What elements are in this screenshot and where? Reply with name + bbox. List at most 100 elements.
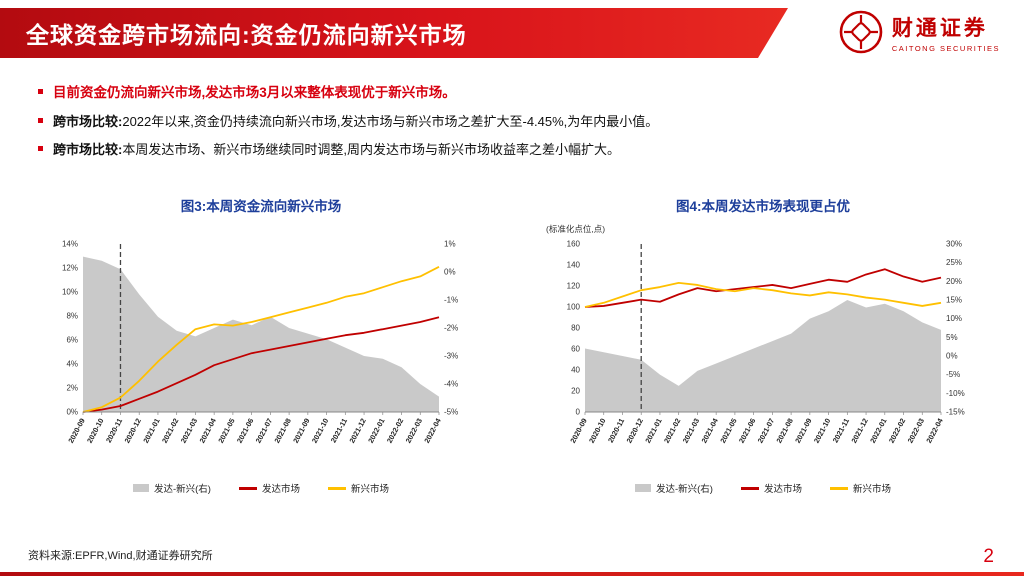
x-axis-label: 2021-02	[160, 417, 181, 445]
right-axis-tick: -1%	[444, 296, 458, 305]
x-axis-label: 2022-04	[422, 416, 443, 445]
right-axis-tick: 25%	[946, 258, 962, 267]
legend-swatch	[328, 486, 346, 490]
legend-label: 发达-新兴(右)	[655, 484, 713, 496]
bullet-icon	[38, 89, 43, 94]
x-axis-label: 2021-09	[291, 417, 312, 445]
chart-svg: 0% 2% 4% 6% 8% 10% 12% 14% -5% -4% -3% -2% -1% 0% 1% 20…	[62, 240, 458, 445]
line-series	[82, 316, 440, 414]
figure3-block: 图3:本周资金流向新兴市场 0% 2% 4% 6% 8% 10% 12% 14% -5% -4% -…	[28, 195, 494, 495]
area-series	[83, 256, 439, 413]
x-axis-label: 2021-05	[216, 417, 237, 445]
x-axis-label: 2021-01	[141, 417, 162, 445]
x-axis-label: 2020-12	[624, 417, 645, 445]
x-axis-label: 2022-01	[868, 417, 889, 445]
left-axis-tick: 2%	[66, 384, 78, 393]
legend-item: 发达市场	[238, 481, 300, 496]
page-title: 全球资金跨市场流向:资金仍流向新兴市场	[26, 22, 467, 48]
right-axis-tick: 1%	[444, 240, 456, 249]
x-axis-label: 2021-07	[756, 417, 777, 445]
x-axis-label: 2021-11	[329, 417, 349, 445]
figure4-chart: 0 20 40 60 80 100 120 140 160 -15% -10% -5% 0% 5% 10% 1…	[545, 236, 981, 479]
legend-label: 发达市场	[261, 484, 300, 496]
legend-swatch	[238, 486, 257, 490]
left-axis-tick: 40	[571, 366, 580, 375]
logo-text: 财通证券 CAITONG SECURITIES	[892, 12, 1000, 53]
left-axis-tick: 6%	[66, 336, 78, 345]
right-axis-tick: 5%	[946, 333, 958, 342]
legend-swatch	[634, 484, 651, 493]
x-axis-label: 2021-08	[272, 417, 293, 445]
figure4-title: 图4:本周发达市场表现更占优	[675, 199, 850, 215]
x-axis-label: 2022-02	[385, 417, 406, 445]
line-series	[584, 268, 942, 309]
x-axis-label: 2021-09	[793, 417, 814, 445]
right-axis-tick: 30%	[946, 240, 962, 249]
summary-bullets: 目前资金仍流向新兴市场,发达市场3月以来整体表现优于新兴市场。 跨市场比较:20…	[0, 84, 1024, 159]
left-axis-tick: 140	[567, 261, 581, 270]
x-axis-label: 2022-01	[366, 417, 387, 445]
x-axis-label: 2021-10	[812, 417, 833, 445]
x-axis-label: 2020-10	[587, 417, 608, 445]
x-axis-label: 2021-06	[737, 417, 758, 445]
x-axis-label: 2021-08	[774, 417, 795, 445]
x-axis-label: 2020-09	[66, 417, 87, 445]
bullet-prefix: 跨市场比较:	[53, 142, 123, 158]
x-axis-label: 2020-10	[85, 417, 106, 445]
x-axis-label: 2020-09	[568, 417, 589, 445]
left-axis-tick: 60	[571, 345, 580, 354]
left-axis-tick: 12%	[62, 264, 78, 273]
legend-swatch	[132, 484, 149, 493]
legend-item: 发达市场	[740, 481, 802, 496]
x-axis-label: 2021-12	[849, 417, 870, 445]
right-axis-tick: -4%	[444, 380, 458, 389]
left-axis-tick: 160	[567, 240, 581, 249]
figure4-axis-note: (标准化点位,点)	[546, 224, 606, 235]
caitong-logo: 财通证券 CAITONG SECURITIES	[838, 9, 1000, 55]
x-axis-label: 2021-02	[662, 417, 683, 445]
x-axis-label: 2020-11	[606, 417, 626, 445]
right-axis-tick: 0%	[444, 268, 456, 277]
figure3-legend: 发达-新兴(右) 发达市场 新兴市场	[132, 481, 389, 496]
x-axis-label: 2022-03	[906, 417, 927, 445]
x-axis-label: 2021-05	[718, 417, 739, 445]
left-axis-tick: 10%	[62, 288, 78, 297]
x-axis-label: 2020-11	[104, 417, 124, 445]
logo-name-cn: 财通证券	[891, 15, 988, 40]
header-banner: 全球资金跨市场流向:资金仍流向新兴市场	[0, 8, 788, 58]
left-axis-tick: 80	[571, 324, 580, 333]
right-axis-tick: -5%	[946, 370, 960, 379]
logo-name-en: CAITONG SECURITIES	[891, 43, 1000, 53]
left-axis-tick: 14%	[62, 240, 78, 249]
x-axis-label: 2022-03	[404, 417, 425, 445]
left-axis-tick: 8%	[66, 312, 78, 321]
figure3-chart: 0% 2% 4% 6% 8% 10% 12% 14% -5% -4% -3% -2% -1% 0% 1% 20…	[43, 236, 479, 479]
bullet-prefix: 跨市场比较:	[53, 113, 123, 129]
right-axis-tick: -3%	[444, 352, 458, 361]
legend-label: 发达市场	[763, 484, 802, 496]
x-axis-label: 2021-03	[681, 417, 702, 445]
right-axis-tick: 0%	[946, 352, 958, 361]
legend-label: 新兴市场	[853, 484, 892, 496]
header: 全球资金跨市场流向:资金仍流向新兴市场 财通证券 CAITONG SECURIT…	[0, 0, 1024, 68]
x-axis-label: 2020-12	[122, 417, 143, 445]
x-axis-label: 2021-10	[310, 417, 331, 445]
legend-label: 新兴市场	[351, 484, 390, 496]
right-axis-tick: 20%	[946, 277, 962, 286]
x-axis-label: 2022-02	[887, 417, 908, 445]
legend-item: 发达-新兴(右)	[634, 481, 713, 496]
right-axis-tick: -2%	[444, 324, 458, 333]
charts-row: 图3:本周资金流向新兴市场 0% 2% 4% 6% 8% 10% 12% 14% -5% -4% -…	[0, 195, 1024, 495]
source-note: 资料来源:EPFR,Wind,财通证券研究所	[28, 550, 213, 562]
legend-swatch	[740, 486, 759, 490]
x-axis-label: 2021-12	[347, 417, 368, 445]
bullet-highlight: 目前资金仍流向新兴市场,发达市场3月以来整体表现优于新兴市场。	[38, 84, 984, 103]
x-axis-label: 2022-04	[924, 416, 945, 445]
right-axis-tick: -5%	[444, 408, 458, 417]
left-axis-tick: 0%	[66, 408, 78, 417]
caitong-logo-icon	[839, 10, 883, 54]
x-axis-label: 2021-03	[179, 417, 200, 445]
legend-item: 新兴市场	[328, 481, 389, 495]
bullet-text: 目前资金仍流向新兴市场,发达市场3月以来整体表现优于新兴市场。	[53, 85, 456, 100]
